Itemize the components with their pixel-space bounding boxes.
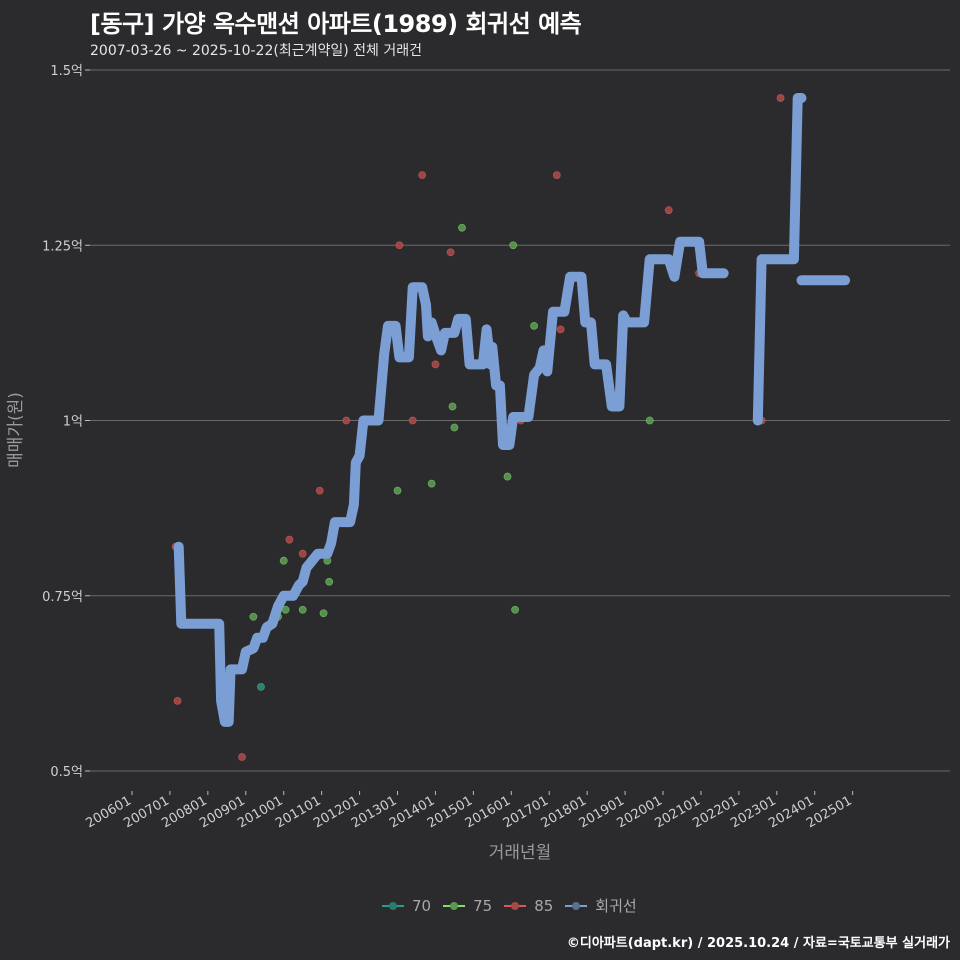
legend-label: 회귀선: [595, 897, 637, 915]
data-point-85: [173, 697, 182, 705]
chart-title: [동구] 가양 옥수맨션 아파트(1989) 회귀선 예측: [90, 10, 582, 38]
legend-item-70: 70: [382, 897, 431, 915]
data-point-75: [427, 479, 436, 488]
data-point-75: [393, 486, 402, 495]
regression-line-path: [173, 236, 729, 727]
data-point-85: [446, 248, 455, 257]
data-point-85: [556, 325, 565, 334]
legend-key-85-icon: [504, 900, 527, 912]
data-point-75: [249, 612, 258, 621]
data-point-75: [298, 605, 307, 614]
y-axis-title: 매매가(원): [6, 392, 26, 468]
data-point-85: [395, 241, 404, 250]
y-tick-label: 1.25억: [42, 239, 83, 254]
data-point-75: [325, 577, 334, 586]
regression-line: [173, 93, 851, 727]
data-point-75: [450, 423, 459, 432]
data-point-85: [776, 94, 785, 102]
data-point-75: [645, 416, 654, 425]
legend-label: 75: [473, 896, 493, 915]
y-axis: 0.5억 0.75억 1억 1.25억 1.5억: [42, 64, 90, 780]
data-point-85: [408, 416, 417, 425]
y-tick-label: 0.75억: [42, 590, 83, 605]
data-point-75: [448, 402, 457, 411]
legend-key-75-icon: [443, 900, 466, 912]
scatter-points: [171, 94, 785, 761]
data-point-85: [664, 206, 673, 215]
x-axis: 2006012007012008012009012010012011012012…: [84, 791, 855, 831]
data-point-75: [509, 241, 518, 250]
data-point-75: [319, 609, 328, 618]
legend-item-85: 85: [504, 897, 553, 915]
y-tick-label: 1억: [63, 415, 83, 430]
data-point-85: [285, 535, 294, 544]
data-point-75: [511, 605, 519, 614]
data-point-85: [418, 171, 427, 180]
data-point-85: [342, 416, 351, 425]
data-point-70: [257, 682, 265, 691]
footer-credit: ©디아파트(dapt.kr) / 2025.10.24 / 자료=국토교통부 실…: [566, 936, 950, 951]
data-point-85: [431, 360, 440, 369]
data-point-85: [298, 549, 307, 558]
data-point-75: [281, 605, 290, 614]
legend-label: 85: [534, 896, 554, 915]
legend-item-75: 75: [443, 897, 492, 915]
regression-line-path: [752, 93, 807, 426]
y-tick-label: 0.5억: [50, 765, 83, 780]
x-axis-title: 거래년월: [489, 843, 552, 863]
data-point-75: [458, 223, 466, 232]
legend-key-regression-icon: [565, 900, 588, 912]
gridlines: [90, 69, 950, 772]
data-point-85: [315, 486, 324, 495]
data-point-85: [238, 753, 246, 761]
chart-subtitle: 2007-03-26 ~ 2025-10-22(최근계약일) 전체 거래건: [90, 43, 422, 59]
legend: 70 75 85 회귀선: [382, 895, 637, 916]
legend-key-70-icon: [382, 900, 404, 912]
data-point-75: [530, 321, 538, 330]
data-point-85: [552, 171, 561, 180]
legend-item-regression: 회귀선: [565, 895, 637, 916]
y-tick-label: 1.5억: [50, 64, 83, 79]
data-point-75: [503, 472, 512, 481]
legend-label: 70: [412, 896, 432, 915]
data-point-75: [279, 556, 288, 565]
